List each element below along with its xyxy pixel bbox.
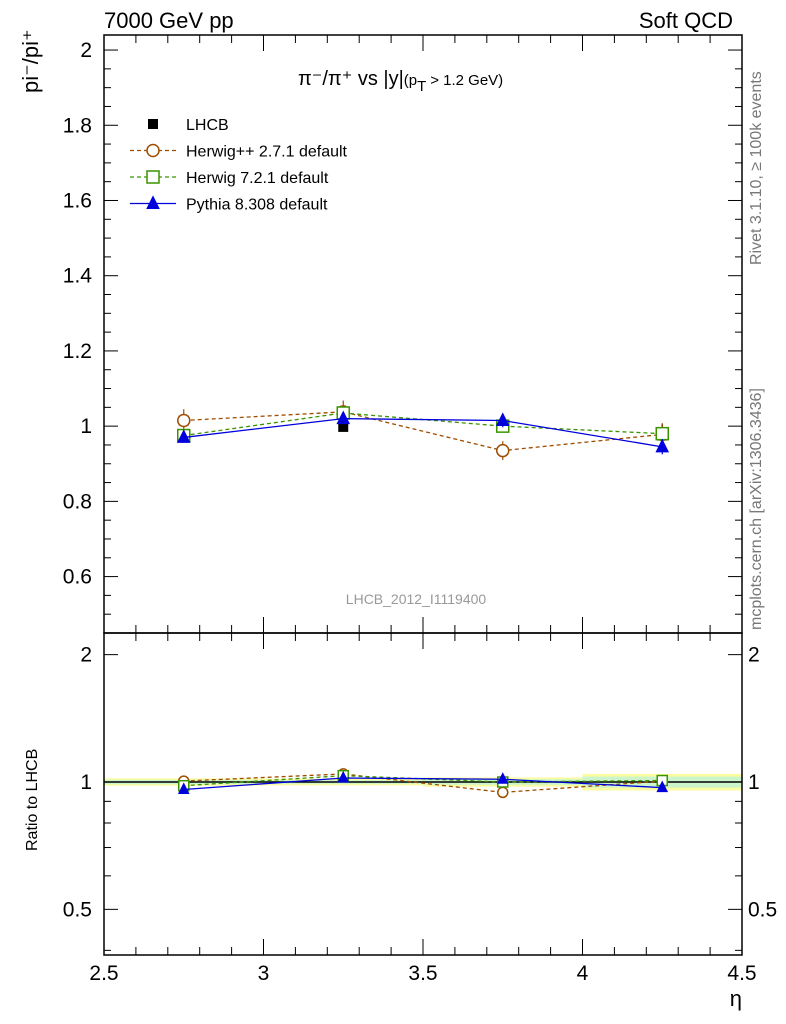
series-point	[495, 412, 510, 427]
ratio-series-line	[183, 777, 663, 791]
header-left: 7000 GeV pp	[104, 8, 234, 33]
main-y-tick-label: 2	[80, 39, 92, 62]
x-tick-label: 3	[258, 962, 270, 985]
ratio-y-tick-label-right: 2	[748, 644, 760, 667]
main-y-tick-label: 0.8	[63, 490, 92, 513]
legend-marker	[146, 170, 160, 184]
main-y-ticks: 0.6 0.8 1 1.2 1.4 1.6 1.8 2	[63, 39, 742, 615]
x-tick-label: 4	[577, 962, 589, 985]
legend-marker	[146, 195, 160, 209]
main-y-tick-label: 1.4	[63, 265, 93, 288]
main-y-tick-label: 1.2	[63, 340, 92, 363]
ratio-panel-frame	[103, 632, 743, 956]
series-point	[655, 438, 670, 453]
mcplots-label: mcplots.cern.ch [arXiv:1306.3436]	[748, 388, 765, 630]
ratio-series-point	[337, 770, 350, 783]
chart-title-main: π⁻/π⁺ vs |y|	[298, 68, 404, 90]
main-panel: 0.6 0.8 1 1.2 1.4 1.6 1.8 2 π⁻/π⁺ vs |y|(pT > 1…	[18, 29, 743, 634]
ratio-series-point	[177, 782, 190, 794]
legend-label: Herwig++ 2.7.1 default	[186, 144, 348, 161]
data-point	[338, 421, 349, 432]
ratio-panel: 0.5 0.5 1 1 2 2 2.5 3 3.5 4 4.5 Ratio to LHCB	[24, 632, 777, 985]
header-right: Soft QCD	[639, 8, 733, 33]
ratio-series-line	[183, 773, 663, 794]
ratio-y-tick-label: 2	[80, 644, 92, 667]
main-series	[176, 400, 670, 460]
chart-title-sub: (p	[404, 72, 417, 89]
ratio-series	[177, 768, 669, 799]
chart-title-sub-index: T	[417, 78, 426, 95]
series-line	[183, 411, 663, 452]
ratio-y-axis-label: Ratio to LHCB	[24, 749, 41, 851]
main-y-tick-label: 1.8	[63, 114, 92, 137]
analysis-label: LHCB_2012_I1119400	[346, 591, 487, 607]
ratio-series-point	[656, 780, 669, 793]
x-tick-label: 3.5	[408, 962, 437, 985]
main-y-tick-label: 0.6	[63, 566, 92, 589]
ratio-series-point	[497, 786, 509, 799]
legend: LHCB Herwig++ 2.7.1 default Herwig 7.2.1 d…	[130, 117, 348, 214]
series-point	[336, 410, 351, 425]
series-point	[655, 426, 669, 441]
legend-data-marker	[148, 119, 158, 129]
legend-label: LHCB	[186, 117, 229, 134]
legend-label: Pythia 8.308 default	[186, 197, 328, 214]
x-tick-label: 2.5	[89, 962, 118, 985]
series-line	[183, 417, 663, 448]
ratio-series-point	[496, 772, 509, 784]
x-tick-label: 4.5	[727, 962, 756, 985]
chart-title: π⁻/π⁺ vs |y|(pT > 1.2 GeV)	[298, 68, 503, 95]
ratio-x-ticks: 2.5 3 3.5 4 4.5	[89, 633, 757, 985]
legend-marker	[146, 143, 160, 158]
main-y-tick-label: 1	[80, 415, 92, 438]
ratio-y-ticks: 0.5 0.5 1 1 2 2	[63, 644, 777, 951]
ratio-y-tick-label-right: 1	[748, 771, 760, 794]
ratio-y-tick-label: 0.5	[63, 898, 92, 921]
chart-title-sub-tail: > 1.2 GeV)	[426, 72, 503, 89]
legend-label: Herwig 7.2.1 default	[186, 170, 329, 187]
ratio-y-tick-label-right: 0.5	[748, 898, 777, 921]
y-axis-label: pi⁻/pi⁺	[18, 29, 43, 93]
series-point	[177, 413, 191, 428]
series-point	[176, 429, 191, 443]
rivet-label: Rivet 3.1.10, ≥ 100k events	[748, 71, 765, 265]
x-axis-label: η	[730, 986, 742, 1011]
main-y-tick-label: 1.6	[63, 189, 92, 212]
series-point	[496, 443, 510, 458]
main-x-ticks	[103, 35, 743, 633]
ratio-y-tick-label: 1	[80, 771, 92, 794]
